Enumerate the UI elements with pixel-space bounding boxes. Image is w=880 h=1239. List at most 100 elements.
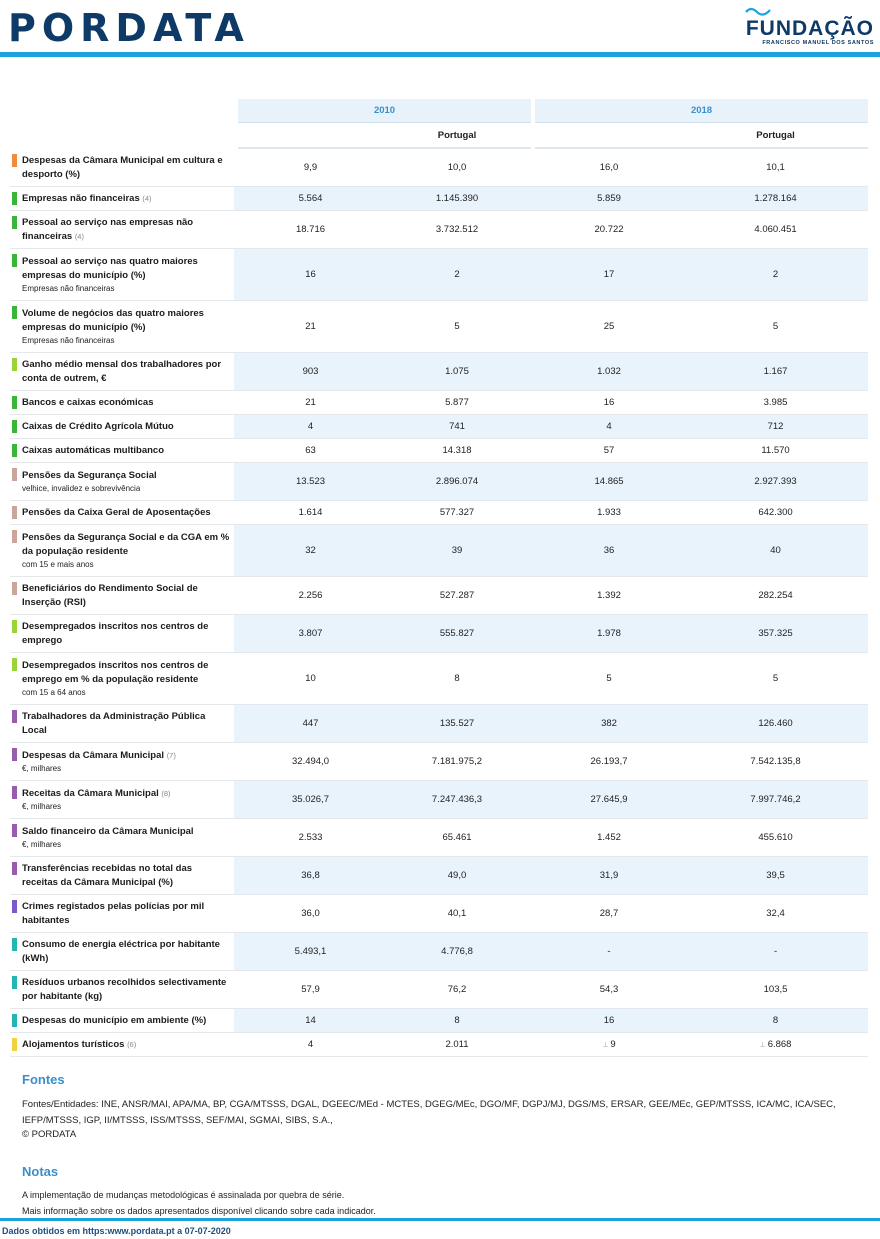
table-row: Caixas de Crédito Agrícola Mútuo 4 741 4 712 bbox=[10, 415, 869, 439]
table-row: Transferências recebidas no total das re… bbox=[10, 857, 869, 895]
indicator-subtitle: €, milhares bbox=[22, 763, 62, 773]
municipality-column-header-2010 bbox=[238, 123, 383, 149]
table-row: Ganho médio mensal dos trabalhadores por… bbox=[10, 353, 869, 391]
table-row: Despesas da Câmara Municipal em cultura … bbox=[10, 149, 869, 187]
value-text: 1.075 bbox=[445, 366, 469, 377]
indicator-label[interactable]: Resíduos urbanos recolhidos selectivamen… bbox=[10, 971, 234, 1009]
indicator-title: Despesas da Câmara Municipal bbox=[22, 749, 165, 761]
value-cell: 10 bbox=[238, 653, 383, 705]
theme-color-marker bbox=[12, 254, 17, 267]
indicator-label[interactable]: Crimes registados pelas polícias por mil… bbox=[10, 895, 234, 933]
indicator-label[interactable]: Desempregados inscritos nos centros de e… bbox=[10, 653, 234, 705]
value-cell: 2.256 bbox=[238, 577, 383, 615]
indicator-label[interactable]: Despesas da Câmara Municipal (7) €, milha… bbox=[10, 743, 234, 781]
value-text: 1.933 bbox=[597, 507, 621, 518]
value-cell: 2.011 bbox=[383, 1033, 532, 1057]
indicator-label[interactable]: Pessoal ao serviço nas empresas não fina… bbox=[10, 211, 234, 249]
value-text: 4 bbox=[606, 421, 612, 432]
value-cell: 4.776,8 bbox=[383, 933, 532, 971]
indicator-label[interactable]: Trabalhadores da Administração Pública L… bbox=[10, 705, 234, 743]
value-text: 455.610 bbox=[758, 832, 793, 843]
indicator-title: Empresas não financeiras bbox=[22, 192, 140, 204]
indicator-label[interactable]: Pensões da Caixa Geral de Aposentações bbox=[10, 501, 234, 525]
indicator-note[interactable]: (4) bbox=[142, 193, 152, 203]
indicator-label[interactable]: Caixas de Crédito Agrícola Mútuo bbox=[10, 415, 234, 439]
value-text: 5 bbox=[772, 321, 779, 332]
value-text: 5 bbox=[606, 673, 612, 684]
value-cell: 5.859 bbox=[535, 187, 684, 211]
indicator-label[interactable]: Saldo financeiro da Câmara Municipal €, m… bbox=[10, 819, 234, 857]
table-row: Pensões da Segurança Social velhice, inva… bbox=[10, 463, 869, 501]
indicator-label[interactable]: Bancos e caixas económicas bbox=[10, 391, 234, 415]
fundacao-logo[interactable]: FUNDAÇÃO FRANCISCO MANUEL DOS SANTOS bbox=[744, 7, 874, 46]
value-cell: 35.026,7 bbox=[238, 781, 383, 819]
value-cell: 25 bbox=[535, 301, 684, 353]
indicator-title: Consumo de energia eléctrica por habitan… bbox=[22, 938, 220, 964]
value-text: 2.927.393 bbox=[754, 476, 797, 487]
value-cell: 36 bbox=[535, 525, 684, 577]
theme-color-marker bbox=[12, 748, 17, 761]
indicator-subtitle: Empresas não financeiras bbox=[22, 335, 115, 345]
value-cell: 14.318 bbox=[383, 439, 532, 463]
value-text: 4.060.451 bbox=[754, 224, 797, 235]
indicator-note[interactable]: (6) bbox=[127, 1039, 137, 1049]
table-row: Pessoal ao serviço nas quatro maiores em… bbox=[10, 249, 869, 301]
indicator-title: Desempregados inscritos nos centros de e… bbox=[22, 659, 209, 685]
value-cell: 7.542.135,8 bbox=[683, 743, 869, 781]
value-text: 1.145.390 bbox=[435, 193, 479, 204]
value-cell: 2.896.074 bbox=[383, 463, 532, 501]
indicator-label[interactable]: Despesas do município em ambiente (%) bbox=[10, 1009, 234, 1033]
value-cell: 63 bbox=[238, 439, 383, 463]
pordata-logo[interactable]: PORDATA bbox=[8, 6, 250, 50]
indicator-label[interactable]: Beneficiários do Rendimento Social de In… bbox=[10, 577, 234, 615]
value-cell: 21 bbox=[238, 391, 383, 415]
table-row: Empresas não financeiras (4) 5.564 1.145.3… bbox=[10, 187, 869, 211]
theme-color-marker bbox=[12, 900, 17, 913]
year-header-2018: 2018 bbox=[535, 99, 869, 123]
notas-line-2: Mais informação sobre os dados apresenta… bbox=[22, 1206, 376, 1216]
indicator-label[interactable]: Volume de negócios das quatro maiores em… bbox=[10, 301, 234, 353]
indicator-label[interactable]: Pessoal ao serviço nas quatro maiores em… bbox=[10, 249, 234, 301]
indicator-label[interactable]: Alojamentos turísticos (6) bbox=[10, 1033, 234, 1057]
table-row: Bancos e caixas económicas 21 5.877 16 3.985 bbox=[10, 391, 869, 415]
indicator-note[interactable]: (8) bbox=[161, 788, 171, 798]
value-text: 16,0 bbox=[599, 162, 619, 173]
value-cell: 5 bbox=[683, 653, 869, 705]
value-cell: 8 bbox=[383, 653, 532, 705]
indicator-label[interactable]: Desempregados inscritos nos centros de e… bbox=[10, 615, 234, 653]
value-cell: 27.645,9 bbox=[535, 781, 684, 819]
indicator-label[interactable]: Pensões da Segurança Social e da CGA em … bbox=[10, 525, 234, 577]
indicator-label[interactable]: Despesas da Câmara Municipal em cultura … bbox=[10, 149, 234, 187]
region-header-2018: Portugal bbox=[683, 123, 869, 149]
value-text: 11.570 bbox=[761, 445, 790, 456]
theme-color-marker bbox=[12, 710, 17, 723]
theme-color-marker bbox=[12, 216, 17, 229]
indicator-note[interactable]: (7) bbox=[166, 750, 176, 760]
value-text: 65.461 bbox=[442, 832, 472, 843]
value-cell: 3.732.512 bbox=[383, 211, 532, 249]
indicator-label[interactable]: Consumo de energia eléctrica por habitan… bbox=[10, 933, 234, 971]
value-text: 382 bbox=[601, 718, 617, 729]
indicator-note[interactable]: (4) bbox=[74, 231, 84, 241]
indicator-label[interactable]: Empresas não financeiras (4) bbox=[10, 187, 234, 211]
indicator-title: Pensões da Segurança Social bbox=[22, 469, 157, 481]
value-text: 555.827 bbox=[439, 628, 475, 639]
indicator-label[interactable]: Pensões da Segurança Social velhice, inva… bbox=[10, 463, 234, 501]
value-text: 57,9 bbox=[301, 984, 320, 995]
indicator-label[interactable]: Transferências recebidas no total das re… bbox=[10, 857, 234, 895]
logo-mark-icon bbox=[744, 7, 771, 16]
value-text: 712 bbox=[767, 421, 784, 432]
value-text: 4 bbox=[307, 421, 314, 432]
fontes-heading: Fontes bbox=[22, 1072, 65, 1087]
value-text: 3.807 bbox=[298, 628, 323, 639]
table-row: Trabalhadores da Administração Pública L… bbox=[10, 705, 869, 743]
value-text: 27.645,9 bbox=[590, 794, 628, 805]
value-text: 8 bbox=[454, 1015, 460, 1026]
value-cell: 20.722 bbox=[535, 211, 684, 249]
indicator-label[interactable]: Caixas automáticas multibanco bbox=[10, 439, 234, 463]
table-row: Resíduos urbanos recolhidos selectivamen… bbox=[10, 971, 869, 1009]
indicator-label[interactable]: Receitas da Câmara Municipal (8) €, milha… bbox=[10, 781, 234, 819]
value-text: 14 bbox=[305, 1015, 316, 1026]
indicator-label[interactable]: Ganho médio mensal dos trabalhadores por… bbox=[10, 353, 234, 391]
value-cell: 32 bbox=[238, 525, 383, 577]
